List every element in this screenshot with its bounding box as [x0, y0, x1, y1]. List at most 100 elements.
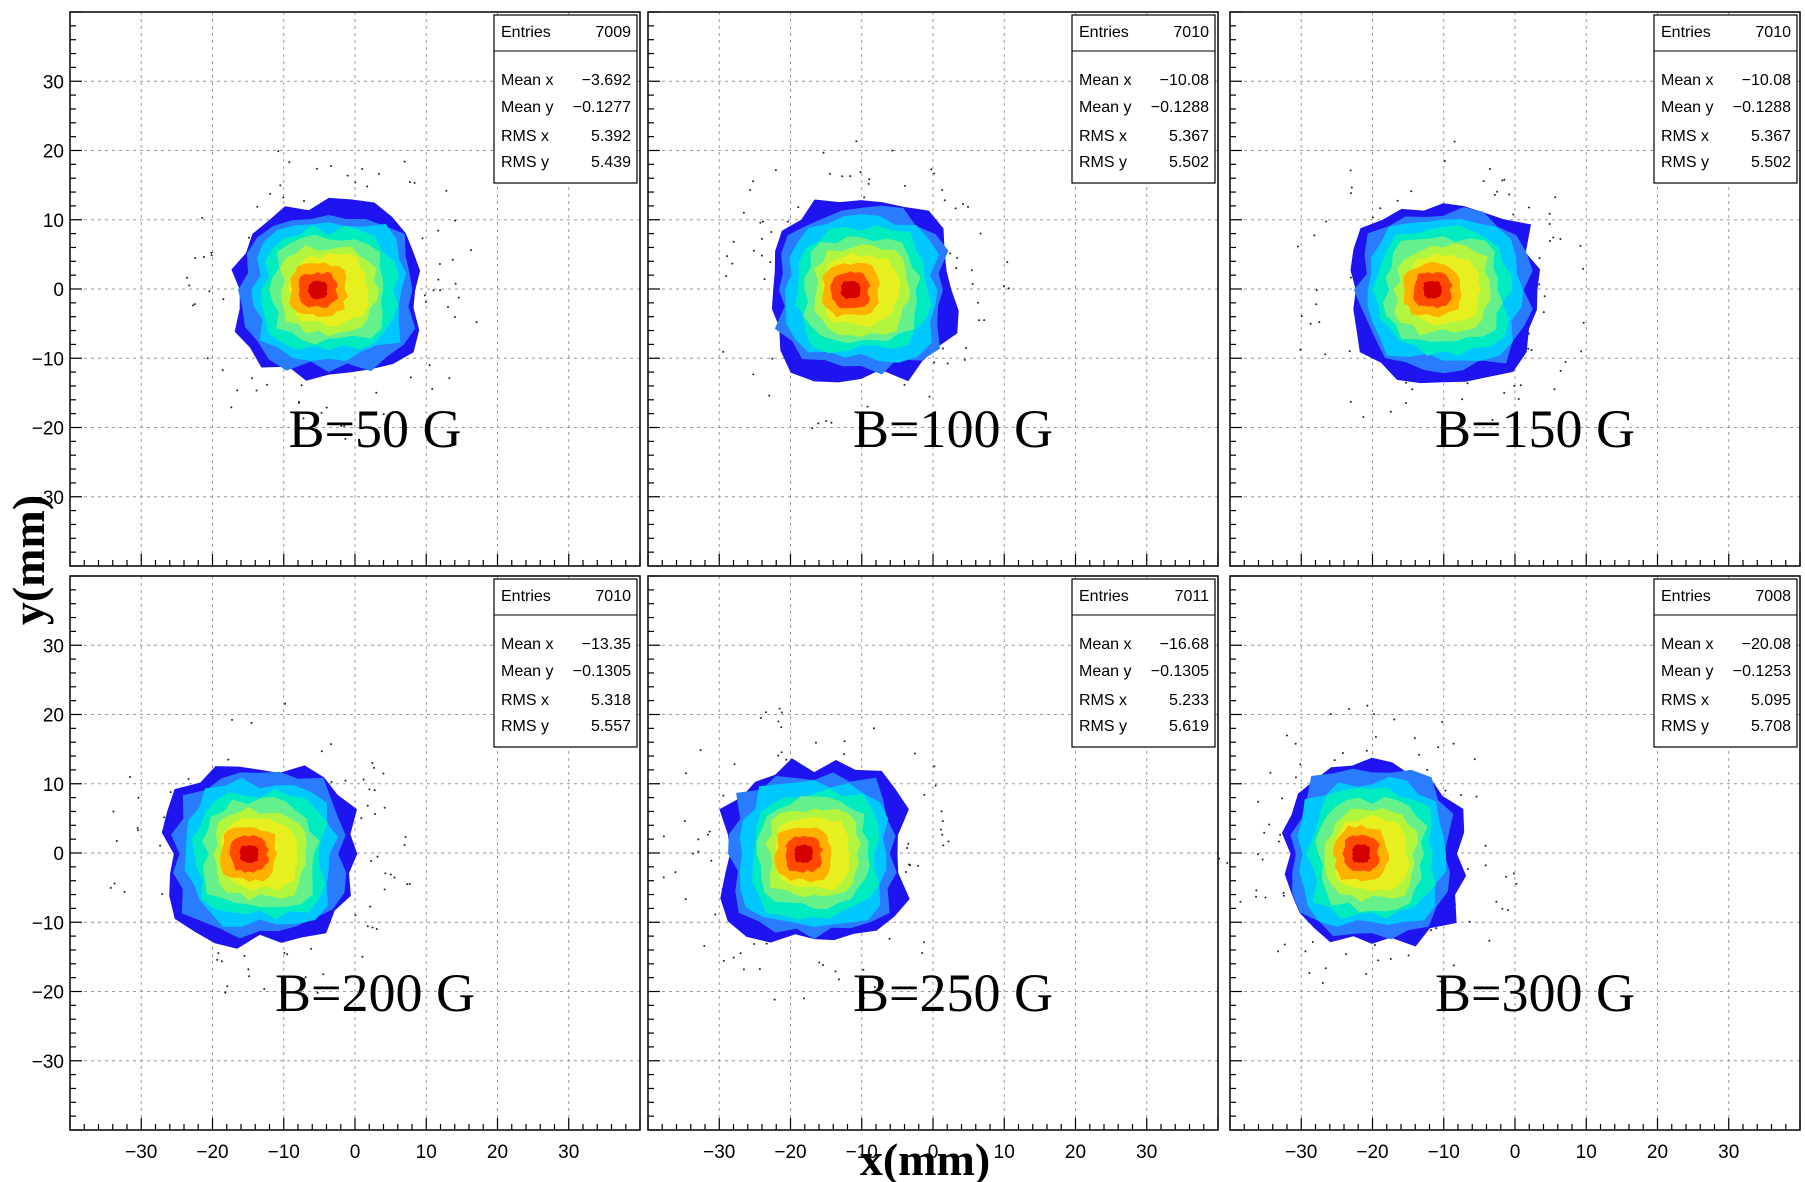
- scatter-point: [375, 927, 378, 930]
- scatter-point: [316, 991, 319, 994]
- stats-value-rms-y: 5.502: [1169, 154, 1209, 171]
- scatter-point: [329, 743, 332, 746]
- stats-value-mean-y: −0.1253: [1733, 663, 1791, 680]
- scatter-point: [725, 275, 728, 278]
- scatter-point: [862, 968, 865, 971]
- scatter-point: [1313, 234, 1316, 237]
- stats-value-mean-y: −0.1277: [573, 99, 631, 116]
- scatter-point: [956, 256, 959, 259]
- scatter-point: [1418, 753, 1421, 756]
- scatter-point: [1304, 950, 1307, 953]
- scatter-point: [1309, 322, 1312, 325]
- scatter-point: [277, 150, 280, 153]
- scatter-point: [1308, 972, 1311, 975]
- beam-spot: [722, 140, 1010, 430]
- scatter-point: [192, 304, 195, 307]
- scatter-point: [188, 284, 191, 287]
- scatter-point: [221, 369, 224, 372]
- scatter-point: [1315, 303, 1318, 306]
- scatter-point: [1294, 742, 1297, 745]
- scatter-point: [1538, 283, 1541, 286]
- stats-label-entries: Entries: [501, 24, 551, 41]
- scatter-point: [722, 350, 725, 353]
- scatter-point: [1519, 384, 1522, 387]
- scatter-point: [1491, 418, 1494, 421]
- scatter-point: [303, 199, 306, 202]
- scatter-point: [732, 956, 735, 959]
- scatter-point: [408, 882, 411, 885]
- stats-value-rms-y: 5.502: [1751, 154, 1791, 171]
- scatter-point: [722, 794, 725, 797]
- y-tick-label: −20: [32, 983, 64, 1004]
- scatter-point: [431, 387, 434, 390]
- scatter-point: [868, 178, 871, 181]
- scatter-point: [863, 196, 866, 199]
- scatter-point: [1473, 758, 1476, 761]
- x-tick-label: −20: [774, 1142, 806, 1163]
- scatter-point: [382, 772, 385, 775]
- scatter-point: [354, 914, 357, 917]
- scatter-point: [1299, 348, 1302, 351]
- scatter-point: [368, 788, 371, 791]
- stats-value-mean-y: −0.1305: [573, 663, 631, 680]
- scatter-point: [1552, 236, 1555, 239]
- scatter-point: [1501, 907, 1504, 910]
- stats-box: Entries 7010 Mean x −10.08 Mean y −0.1288 RMS …: [1653, 14, 1798, 184]
- scatter-point: [1512, 213, 1515, 216]
- scatter-point: [933, 361, 936, 364]
- scatter-point: [1527, 347, 1530, 350]
- scatter-point: [930, 168, 933, 171]
- scatter-point: [1508, 193, 1511, 196]
- scatter-point: [1281, 797, 1284, 800]
- scatter-point: [1553, 388, 1556, 391]
- contour-level-10: [308, 280, 328, 300]
- stats-label-mean-y: Mean y: [1079, 663, 1131, 680]
- scatter-point: [250, 721, 253, 724]
- scatter-point: [1411, 388, 1414, 391]
- scatter-point: [725, 255, 728, 258]
- stats-value-entries: 7009: [595, 24, 631, 41]
- scatter-point: [1279, 833, 1282, 836]
- scatter-point: [255, 389, 258, 392]
- scatter-point: [811, 427, 814, 430]
- panel-1: −30 −20 −10 0 10 20 30 B=50 G Entries 7009 Mean x −…: [32, 11, 641, 567]
- beam-spot: [109, 702, 411, 994]
- scatter-point: [406, 883, 409, 886]
- scatter-point: [1373, 944, 1376, 947]
- scatter-point: [867, 182, 870, 185]
- scatter-point: [284, 702, 287, 705]
- scatter-point: [1325, 220, 1328, 223]
- scatter-point: [224, 991, 227, 994]
- scatter-point: [739, 952, 742, 955]
- scatter-point: [366, 925, 369, 928]
- x-axis-title: x(mm): [860, 1134, 990, 1182]
- scatter-point: [907, 863, 910, 866]
- scatter-point: [1548, 240, 1551, 243]
- scatter-point: [761, 237, 764, 240]
- scatter-point: [855, 140, 858, 143]
- scatter-point: [300, 384, 303, 387]
- field-strength-label: B=250 G: [853, 963, 1053, 1023]
- stats-label-rms-x: RMS x: [501, 692, 549, 709]
- scatter-point: [438, 263, 441, 266]
- scatter-point: [297, 401, 300, 404]
- y-tick-label: 20: [43, 142, 64, 163]
- scatter-point: [978, 319, 981, 322]
- scatter-point: [946, 362, 949, 365]
- scatter-point: [1452, 742, 1455, 745]
- scatter-point: [439, 289, 442, 292]
- scatter-point: [1318, 321, 1321, 324]
- y-tick-label: 10: [43, 775, 64, 796]
- y-tick-label: 20: [43, 706, 64, 727]
- scatter-point: [722, 959, 725, 962]
- scatter-point: [1507, 908, 1510, 911]
- y-tick-label: 30: [43, 636, 64, 657]
- scatter-point: [1282, 891, 1285, 894]
- scatter-point: [1311, 940, 1314, 943]
- stats-value-mean-x: −3.692: [582, 72, 631, 89]
- scatter-point: [777, 754, 780, 757]
- scatter-point: [697, 850, 700, 853]
- y-tick-label: 10: [43, 211, 64, 232]
- scatter-point: [904, 871, 907, 874]
- scatter-point: [1475, 795, 1478, 798]
